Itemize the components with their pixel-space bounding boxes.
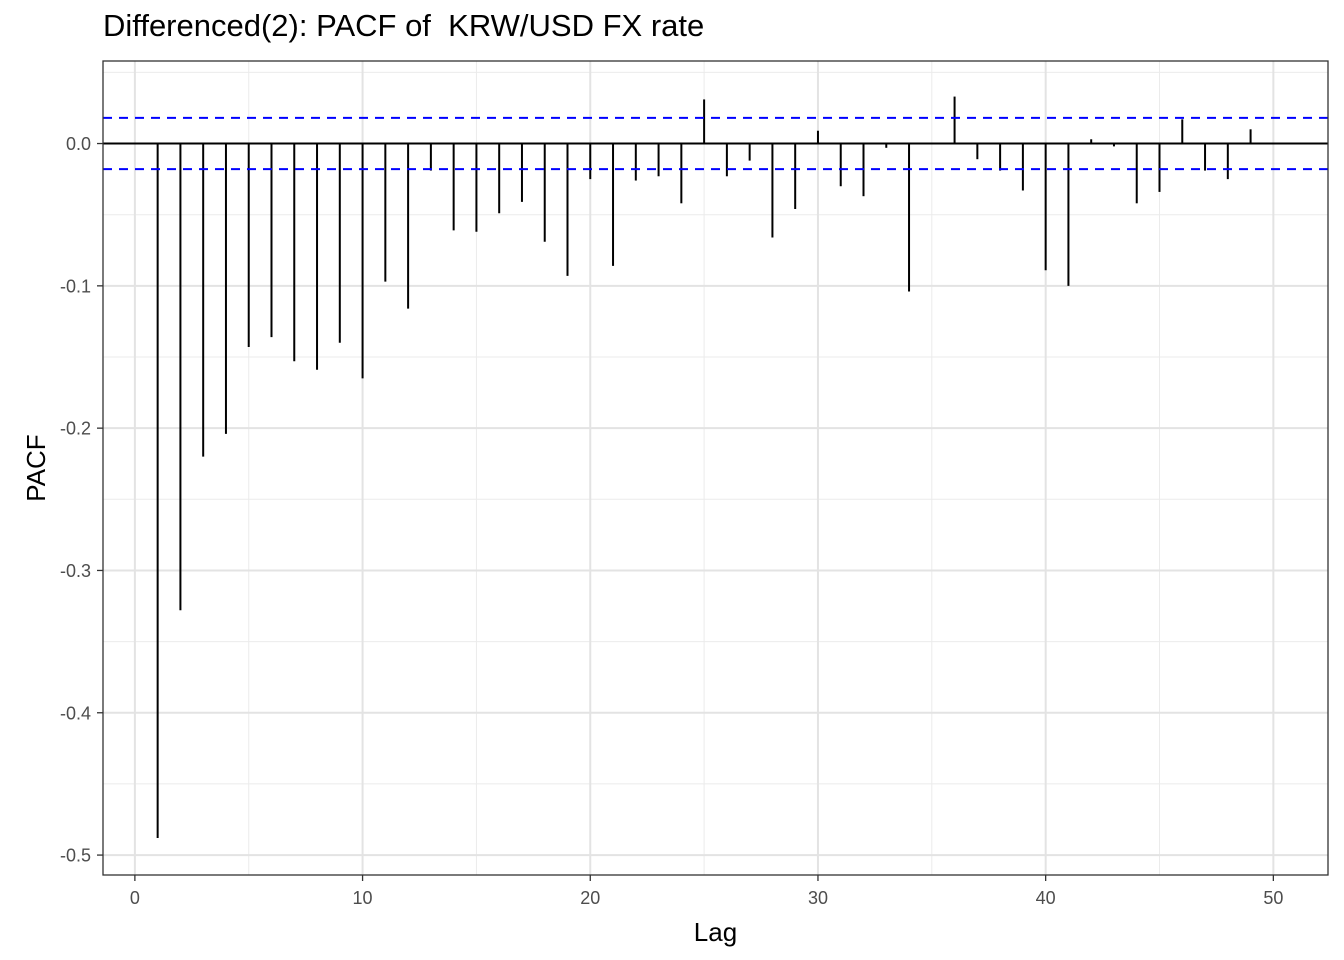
x-axis-ticks: 0 10 20 30 40 50	[130, 875, 1283, 908]
y-tick-label: -0.5	[60, 846, 91, 866]
x-axis-title: Lag	[694, 917, 737, 947]
grid-minor	[103, 61, 1328, 875]
chart-title: Differenced(2): PACF of KRW/USD FX rate	[103, 8, 705, 43]
x-tick-label: 40	[1036, 888, 1056, 908]
x-tick-label: 30	[808, 888, 828, 908]
y-tick-label: -0.3	[60, 561, 91, 581]
y-tick-label: 0.0	[66, 134, 91, 154]
y-tick-label: -0.1	[60, 276, 91, 296]
y-tick-label: -0.2	[60, 419, 91, 439]
x-tick-label: 20	[580, 888, 600, 908]
x-tick-label: 0	[130, 888, 140, 908]
y-axis-ticks: -0.5 -0.4 -0.3 -0.2 -0.1 0.0	[60, 134, 103, 866]
y-tick-label: -0.4	[60, 703, 91, 723]
confidence-bounds	[103, 116, 1328, 171]
grid-major	[103, 61, 1328, 875]
x-tick-label: 50	[1263, 888, 1283, 908]
x-tick-label: 10	[353, 888, 373, 908]
pacf-bars	[156, 96, 1252, 838]
plot-panel-border	[102, 60, 1329, 876]
y-axis-title: PACF	[21, 434, 51, 501]
